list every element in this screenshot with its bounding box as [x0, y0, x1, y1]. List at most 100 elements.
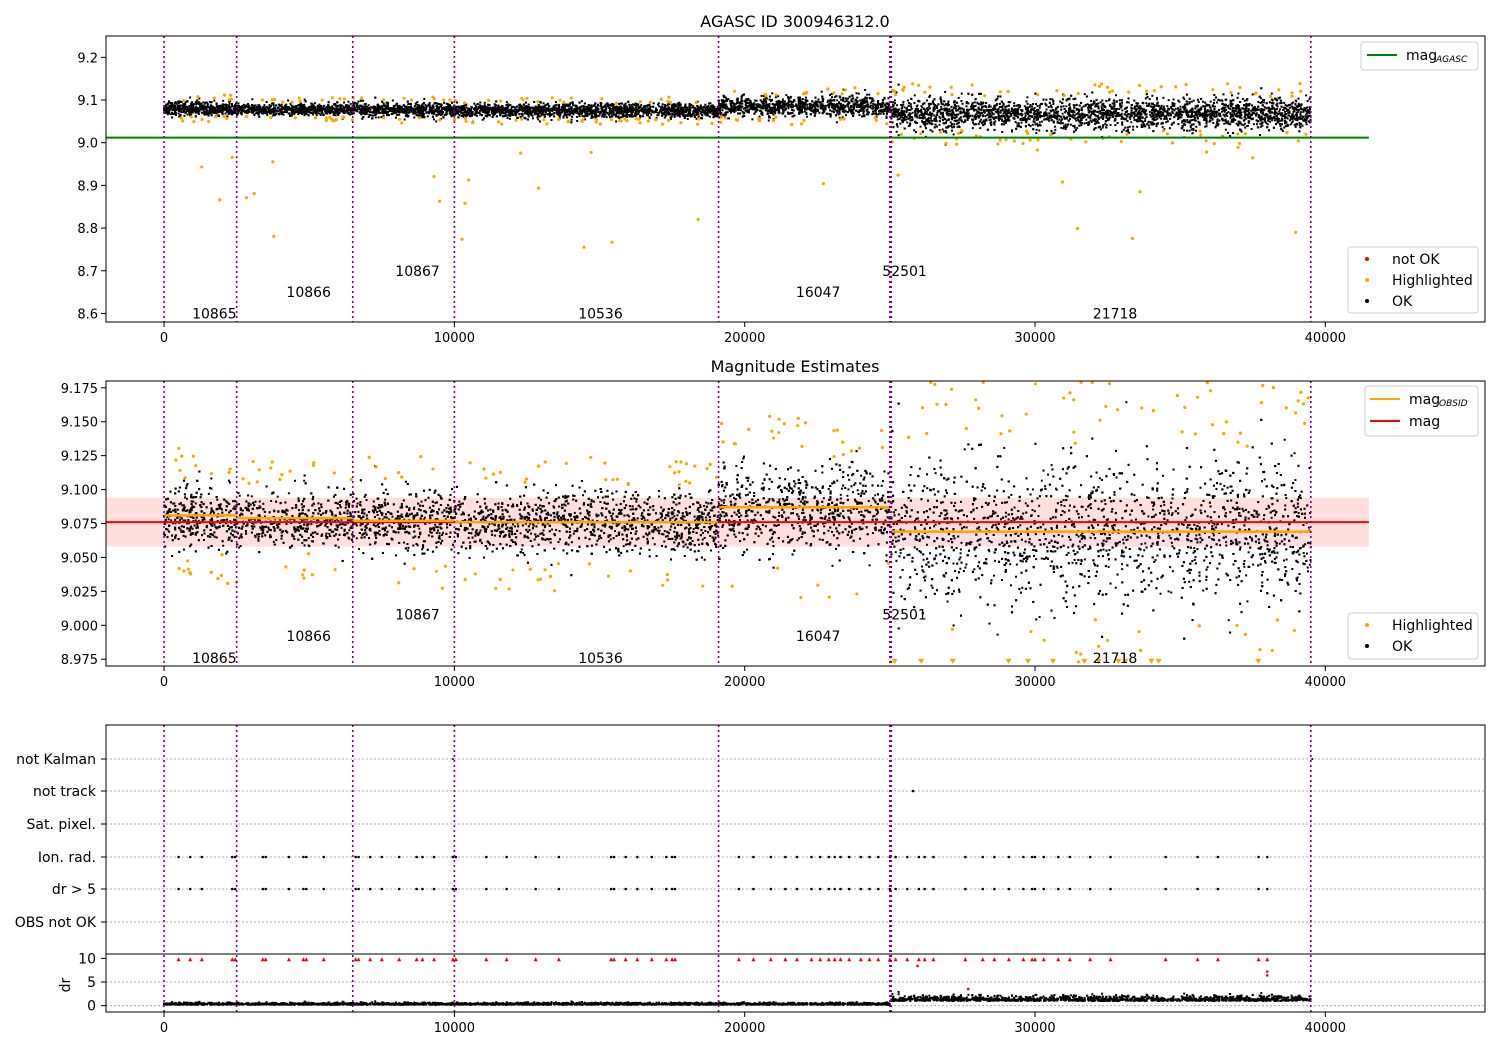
ok-point [421, 103, 424, 106]
ok-point [1123, 113, 1126, 116]
ok-point [516, 108, 519, 111]
ok-point [845, 99, 848, 102]
ok-point [1045, 112, 1048, 115]
ok-point [971, 127, 974, 130]
agasc-magnitude-panel: AGASC ID 300946312.0 1086510866108671053… [77, 12, 1486, 346]
ok-point [905, 115, 908, 118]
ok-point [537, 107, 540, 110]
ok-point [1222, 93, 1225, 96]
ok-point [989, 118, 992, 121]
ok-point [964, 113, 967, 116]
ok-point [1063, 117, 1066, 120]
ok-point [219, 109, 222, 112]
ok-point [799, 106, 802, 109]
ok-point [696, 100, 699, 103]
data-points-layer [163, 81, 1312, 249]
ok-point [1099, 110, 1102, 113]
ok-point [519, 104, 522, 107]
ok-point [977, 106, 980, 109]
ok-point [813, 106, 816, 109]
ok-point [1264, 120, 1267, 123]
ok-point [569, 102, 572, 105]
ok-point [1045, 98, 1048, 101]
ok-point [983, 123, 986, 126]
ok-point [764, 107, 767, 110]
ok-point [926, 106, 929, 109]
ok-point [1121, 121, 1124, 124]
ok-point [493, 103, 496, 106]
ok-point [960, 120, 963, 123]
ok-point [481, 118, 484, 121]
ok-point [364, 105, 367, 108]
ok-point [1260, 108, 1263, 111]
ok-point [1206, 110, 1209, 113]
ok-point [1100, 109, 1103, 112]
ok-point [1173, 102, 1176, 105]
ok-point [435, 102, 438, 105]
ok-point [1224, 128, 1227, 131]
ok-point [769, 100, 772, 103]
ok-point [669, 116, 672, 119]
ok-point [1188, 101, 1191, 104]
ok-point [783, 102, 786, 105]
ok-point [367, 116, 370, 119]
ok-point [483, 101, 486, 104]
ok-point [856, 110, 859, 113]
ok-point [1183, 98, 1186, 101]
ok-point [1227, 131, 1230, 134]
ok-point [337, 114, 340, 117]
ok-point [1188, 129, 1191, 132]
ok-point [268, 104, 271, 107]
ok-point [665, 110, 668, 113]
ok-point [761, 102, 764, 105]
ok-point [1248, 117, 1251, 120]
ok-point [741, 102, 744, 105]
ok-point [751, 118, 754, 121]
ok-point [598, 110, 601, 113]
ok-point [396, 113, 399, 116]
ok-point [580, 112, 583, 115]
ok-point [538, 115, 541, 118]
ok-point [392, 107, 395, 110]
ok-point [1104, 122, 1107, 125]
ok-point [407, 103, 410, 106]
ok-point [420, 114, 423, 117]
ok-point [867, 103, 870, 106]
ok-point [1024, 112, 1027, 115]
ok-point [1183, 108, 1186, 111]
ok-point [1141, 116, 1144, 119]
ok-point [1138, 105, 1141, 108]
ok-point [1196, 98, 1199, 101]
ok-point [1245, 105, 1248, 108]
ok-point [470, 106, 473, 109]
ok-point [656, 111, 659, 114]
ok-point [1086, 114, 1089, 117]
ok-point [1272, 107, 1275, 110]
ok-point [945, 113, 948, 116]
ok-point [914, 115, 917, 118]
ok-point [612, 103, 615, 106]
ok-point [1173, 109, 1176, 112]
ok-point [782, 101, 785, 104]
ok-point [1105, 113, 1108, 116]
ok-point [1049, 98, 1052, 101]
ok-point [1053, 125, 1056, 128]
ok-point [253, 114, 256, 117]
ok-point [911, 116, 914, 119]
ok-point [1201, 100, 1204, 103]
ok-point [781, 100, 784, 103]
ok-point [830, 93, 833, 96]
ok-point [989, 105, 992, 108]
ok-point [257, 104, 260, 107]
ok-point [768, 115, 771, 118]
ok-point [1195, 125, 1198, 128]
ok-point [926, 122, 929, 125]
ok-point [989, 116, 992, 119]
ok-point [818, 111, 821, 114]
ok-point [1197, 100, 1200, 103]
ok-point [1250, 109, 1253, 112]
panel-1-title: AGASC ID 300946312.0 [700, 12, 889, 31]
ok-point [1144, 119, 1147, 122]
ok-point [1203, 114, 1206, 117]
ok-point [374, 116, 377, 119]
